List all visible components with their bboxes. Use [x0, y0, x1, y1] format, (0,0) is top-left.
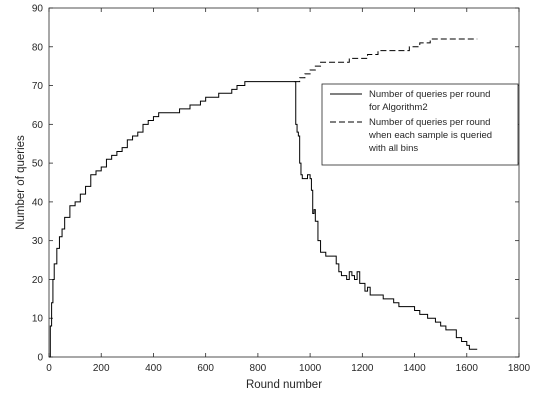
y-tick-label: 50 — [32, 159, 44, 170]
x-tick-label: 1800 — [508, 363, 531, 374]
legend-label: for Algorithm2 — [369, 102, 428, 113]
y-tick-label: 60 — [32, 120, 44, 131]
x-tick-label: 0 — [46, 363, 52, 374]
legend-label: with all bins — [368, 143, 418, 154]
y-axis-title: Number of queries — [15, 135, 27, 230]
legend-box — [321, 83, 519, 166]
y-tick-label: 90 — [32, 4, 44, 15]
legend-label: Number of queries per round — [369, 117, 490, 128]
x-tick-label: 1000 — [299, 363, 322, 374]
x-tick-label: 800 — [250, 363, 267, 374]
y-tick-label: 30 — [32, 236, 44, 247]
x-tick-label: 200 — [93, 363, 110, 374]
series-line-1 — [49, 81, 478, 358]
x-axis-title: Round number — [246, 379, 322, 391]
y-tick-label: 10 — [32, 314, 44, 325]
legend-label: Number of queries per round — [369, 89, 490, 100]
legend-label: when each sample is queried — [368, 130, 492, 141]
plot-area — [48, 7, 520, 358]
series-line-2 — [294, 38, 478, 83]
x-tick-label: 600 — [197, 363, 214, 374]
y-tick-label: 40 — [32, 197, 44, 208]
x-axis: 0 200 400 600 800 1000 1200 1400 1600 1800 — [46, 8, 531, 374]
axes-frame — [48, 7, 520, 358]
x-tick-label: 400 — [145, 363, 162, 374]
y-tick-label: 80 — [32, 42, 44, 53]
y-tick-label: 70 — [32, 81, 44, 92]
legend: Number of queries per round for Algorithm… — [321, 83, 519, 166]
x-tick-label: 1600 — [456, 363, 479, 374]
x-tick-label: 1400 — [403, 363, 426, 374]
y-tick-label: 0 — [37, 353, 43, 364]
x-tick-label: 1200 — [351, 363, 374, 374]
y-tick-label: 20 — [32, 275, 44, 286]
series-layer — [49, 38, 478, 358]
